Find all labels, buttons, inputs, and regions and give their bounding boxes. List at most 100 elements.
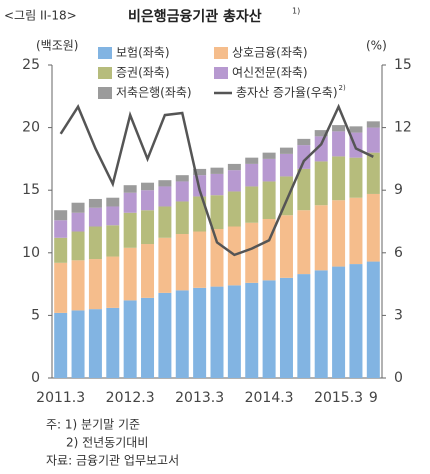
bar-segment — [88, 309, 102, 378]
bar-segment — [193, 196, 207, 232]
bar-segment — [366, 127, 380, 153]
bar-segment — [366, 152, 380, 194]
bar-segment — [349, 126, 363, 133]
y-tick-label: 15 — [22, 182, 40, 198]
bar-segment — [245, 157, 259, 164]
bar-segment — [54, 262, 68, 313]
line-series — [59, 103, 374, 257]
bar-segment — [71, 310, 85, 378]
bar-segment — [314, 130, 328, 137]
bar-segment — [88, 207, 102, 227]
y-tick-label: 25 — [22, 57, 40, 73]
bar-segment — [54, 210, 68, 221]
y2-tick-label: 0 — [394, 370, 403, 386]
y-tick-label: 10 — [22, 245, 40, 261]
bar-segment — [332, 131, 346, 157]
legend-label: 총자산 증가율(우축) — [236, 86, 338, 100]
bar-segment — [332, 125, 346, 132]
bar-segment — [262, 280, 276, 378]
bar-segment — [349, 264, 363, 378]
bar-segment — [279, 215, 293, 278]
legend-swatch — [214, 67, 228, 79]
bar-segment — [297, 210, 311, 275]
y2-tick-label: 3 — [394, 307, 403, 323]
bar-segment — [123, 212, 137, 248]
bar-segment — [210, 167, 224, 174]
bar-segment — [106, 256, 120, 308]
bar-segment — [332, 266, 346, 378]
bar-segment — [175, 175, 189, 182]
bar-segment — [71, 202, 85, 213]
bar-segment — [332, 200, 346, 267]
bar-segment — [158, 206, 172, 238]
bar-segment — [279, 153, 293, 177]
bar-segment — [297, 274, 311, 378]
bar-segment — [227, 163, 241, 171]
bar-segment — [106, 307, 120, 378]
bar-segment — [175, 290, 189, 378]
bar-segment — [366, 261, 380, 378]
legend-label: 여신전문(좌축) — [232, 66, 308, 80]
y-tick-label: 20 — [22, 120, 40, 136]
x-tick-label: 2011.3 — [36, 390, 85, 406]
bar-segment — [210, 173, 224, 196]
bar-segment — [193, 287, 207, 378]
bar-segment — [279, 147, 293, 154]
bar-segment — [314, 205, 328, 271]
bar-segment — [106, 225, 120, 257]
bar-segment — [227, 191, 241, 227]
bar-segment — [210, 229, 224, 287]
bar-segment — [141, 182, 155, 191]
note: 2) 전년동기대비 — [66, 436, 148, 450]
bar-segment — [193, 231, 207, 288]
bar-segment — [314, 161, 328, 206]
y-unit: (백조원) — [36, 39, 78, 53]
bar-segment — [141, 297, 155, 378]
bar-segment — [175, 201, 189, 235]
bar-segment — [123, 247, 137, 301]
bar-segment — [106, 206, 120, 226]
title-note: 1) — [292, 7, 300, 16]
bar-segment — [123, 300, 137, 378]
bar-segment — [106, 197, 120, 207]
bar-segment — [332, 156, 346, 201]
bar-segment — [175, 181, 189, 202]
legend-label: 상호금융(좌축) — [232, 46, 308, 60]
bar-segment — [262, 181, 276, 219]
bar-segment — [314, 270, 328, 378]
bar-segment — [54, 237, 68, 263]
legend-label: 증권(좌축) — [116, 66, 170, 80]
y2-tick-label: 6 — [394, 245, 403, 261]
bar-segment — [71, 231, 85, 261]
bar-segment — [366, 193, 380, 262]
bar-segment — [88, 198, 102, 208]
bar-segment — [71, 212, 85, 232]
bar-segment — [88, 259, 102, 310]
x-tick-label: 2014.3 — [245, 390, 294, 406]
bar-segment — [54, 220, 68, 238]
legend-swatch — [98, 87, 112, 99]
bar-segment — [141, 244, 155, 298]
bar-segment — [227, 285, 241, 378]
note: 자료: 금융기관 업무보고서 — [46, 454, 179, 468]
bar-segment — [245, 222, 259, 283]
legend-swatch — [98, 47, 112, 59]
y2-tick-label: 12 — [394, 120, 412, 136]
bar-segment — [297, 138, 311, 146]
bar-segment — [158, 237, 172, 293]
bar-segment — [349, 197, 363, 265]
legend-label: 보험(좌축) — [116, 46, 170, 60]
legend-swatch — [214, 47, 228, 59]
bar-segment — [210, 286, 224, 378]
chart-title: 비은행금융기관 총자산 — [128, 8, 262, 25]
bar-segment — [141, 190, 155, 211]
legend-label: 저축은행(좌축) — [116, 85, 192, 100]
note: 주: 1) 분기말 기준 — [46, 418, 140, 432]
bar-segment — [314, 136, 328, 162]
bar-segment — [227, 170, 241, 192]
bar-segment — [245, 163, 259, 187]
y2-unit: (%) — [366, 39, 387, 53]
x-tick-label: 2015.3 — [314, 390, 363, 406]
bar-segment — [297, 168, 311, 211]
